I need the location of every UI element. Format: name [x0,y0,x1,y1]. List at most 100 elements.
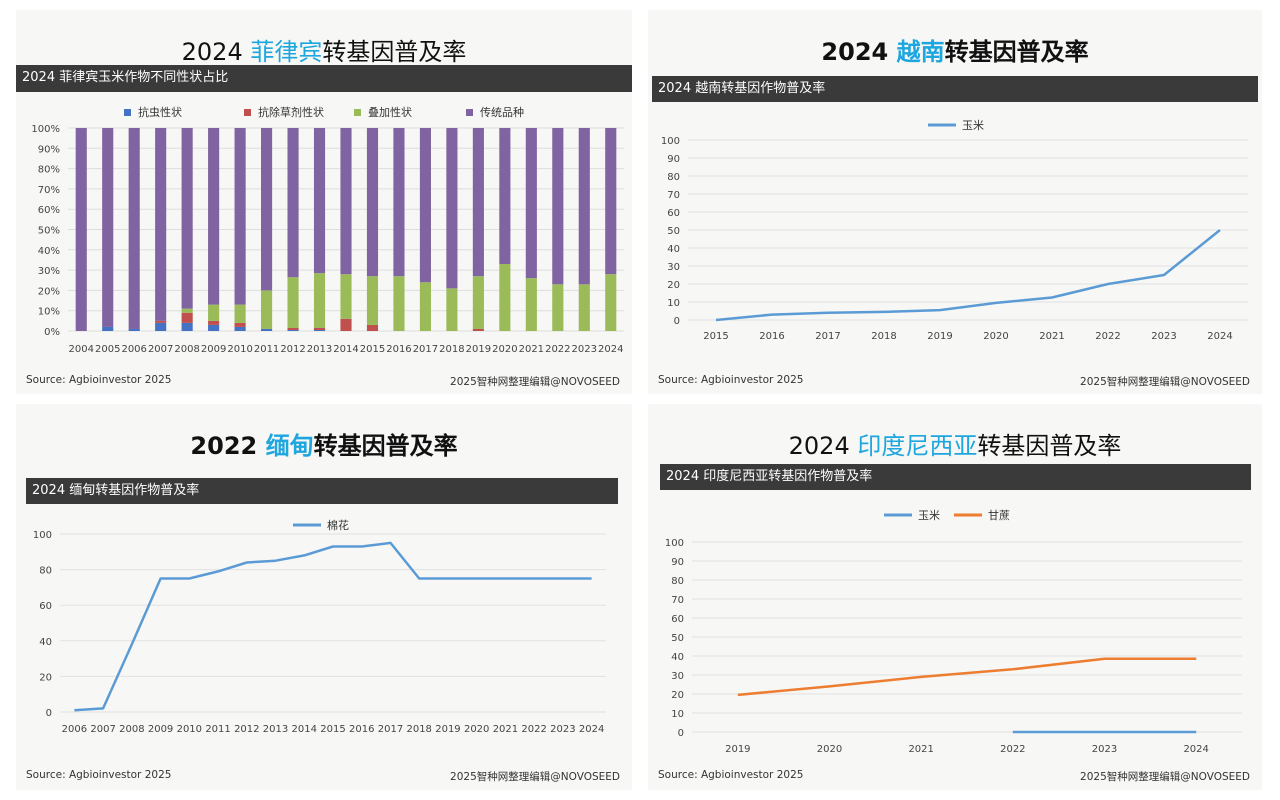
y-tick-label: 10% [38,307,60,318]
legend-swatch [124,109,131,116]
title-year: 2024 [181,38,243,66]
y-tick-label: 70 [667,190,680,201]
y-tick-label: 60% [38,205,60,216]
x-tick-label: 2010 [177,724,202,735]
bar-segment [234,304,246,323]
title-country: 印度尼西亚 [857,432,978,460]
series-line [74,541,592,712]
bar-segment [525,128,537,279]
bar-segment [366,276,379,325]
bar-segment [155,322,167,331]
x-tick-label: 2023 [1092,744,1117,755]
title-year: 2022 [190,432,258,460]
bar-segment [340,318,352,331]
y-tick-label: 80% [38,165,60,176]
chart-indonesia: 玉米 甘蔗 0 10 20 30 40 50 60 70 80 90 100 2019 2020 2021 20… [665,509,1242,755]
bar-segment [287,128,299,278]
bar-segment [552,128,564,285]
bar-segment [181,312,193,323]
bar-segment [287,329,299,331]
x-tick-label: 2022 [1095,331,1120,342]
legend-label: 玉米 [918,509,940,522]
bar-segment [313,329,326,331]
y-tick-label: 80 [667,172,680,183]
x-tick-label: 2024 [579,724,604,735]
x-tick-label: 2019 [435,724,460,735]
x-tick-label: 2011 [254,344,279,355]
x-tick-label: 2017 [413,344,438,355]
x-tick-label: 2021 [493,724,518,735]
source-note: Source: Agbioinvestor 2025 [658,374,804,386]
panel-title: 2022 缅甸转基因普及率 [16,426,632,461]
x-tick-label: 2013 [307,344,332,355]
bar-segment [75,128,87,331]
legend-label: 抗除草剂性状 [258,105,324,119]
y-tick-label: 30% [38,266,60,277]
bar-segment [102,326,114,331]
title-year: 2024 [788,432,850,460]
title-suffix: 转基因普及率 [944,38,1089,66]
legend-label: 玉米 [962,119,984,132]
y-tick-label: 50 [667,226,680,237]
bar-segment [472,328,484,331]
bar-segment [181,128,193,309]
chart-vietnam: 玉米 0 10 20 30 40 50 60 70 80 90 100 2015 2016 2017 2018… [661,119,1248,342]
chart-subtitle-bar: 2024 印度尼西亚转基因作物普及率 [660,464,1251,490]
bar-segment [472,276,484,329]
credit-note: 2025智种网整理编辑@NOVOSEED [450,376,620,388]
bar-segment [446,128,458,289]
y-tick-label: 10 [667,298,680,309]
x-tick-label: 2020 [464,724,489,735]
x-tick-label: 2009 [148,724,173,735]
x-tick-label: 2015 [360,344,385,355]
x-tick-label: 2017 [378,724,403,735]
y-tick-label: 90 [671,557,684,568]
x-tick-label: 2022 [1000,744,1025,755]
title-suffix: 转基因普及率 [977,432,1122,460]
credit-note: 2025智种网整理编辑@NOVOSEED [1080,376,1250,388]
bar-segment [261,290,273,329]
bar-segment [234,128,246,305]
y-tick-label: 30 [667,262,680,273]
x-tick-label: 2024 [1207,331,1232,342]
y-tick-label: 70 [671,595,684,606]
bar-segment [419,128,431,283]
chart-subtitle-bar: 2024 越南转基因作物普及率 [652,76,1258,102]
legend-label: 棉花 [327,518,349,532]
bar-segment [605,128,617,275]
bar-segment [181,322,193,331]
bar-segment [208,324,220,331]
bar-segment [393,128,405,277]
x-tick-label: 2007 [90,724,115,735]
y-tick-label: 100 [33,530,52,541]
x-tick-label: 2018 [406,724,431,735]
bar-segment [340,128,352,275]
bar-segment [552,284,564,331]
bar-segment [234,322,246,327]
y-tick-label: 60 [39,601,52,612]
bar-segment [313,128,326,274]
x-tick-label: 2010 [227,344,252,355]
bar-segment [499,128,511,265]
legend-swatch [466,109,473,116]
x-tick-label: 2019 [466,344,491,355]
chart-philippines: 抗虫性状 抗除草剂性状 叠加性状 传统品种 0% 10% 20% 30% 40% 50% 60% 70… [31,105,624,355]
x-tick-label: 2020 [492,344,517,355]
x-tick-label: 2008 [174,344,199,355]
x-tick-label: 2016 [386,344,411,355]
y-tick-label: 10 [671,709,684,720]
x-tick-label: 2011 [205,724,230,735]
source-note: Source: Agbioinvestor 2025 [26,374,172,386]
x-tick-label: 2004 [69,344,94,355]
y-tick-label: 50% [38,226,60,237]
bar-segment [472,128,484,277]
y-tick-label: 0 [46,708,52,719]
bar-segment [446,288,458,331]
legend-label: 抗虫性状 [138,105,182,119]
bar-segment [313,273,326,328]
x-tick-label: 2019 [927,331,952,342]
x-tick-label: 2019 [725,744,750,755]
bar-segment [419,282,431,331]
y-tick-label: 20 [39,672,52,683]
